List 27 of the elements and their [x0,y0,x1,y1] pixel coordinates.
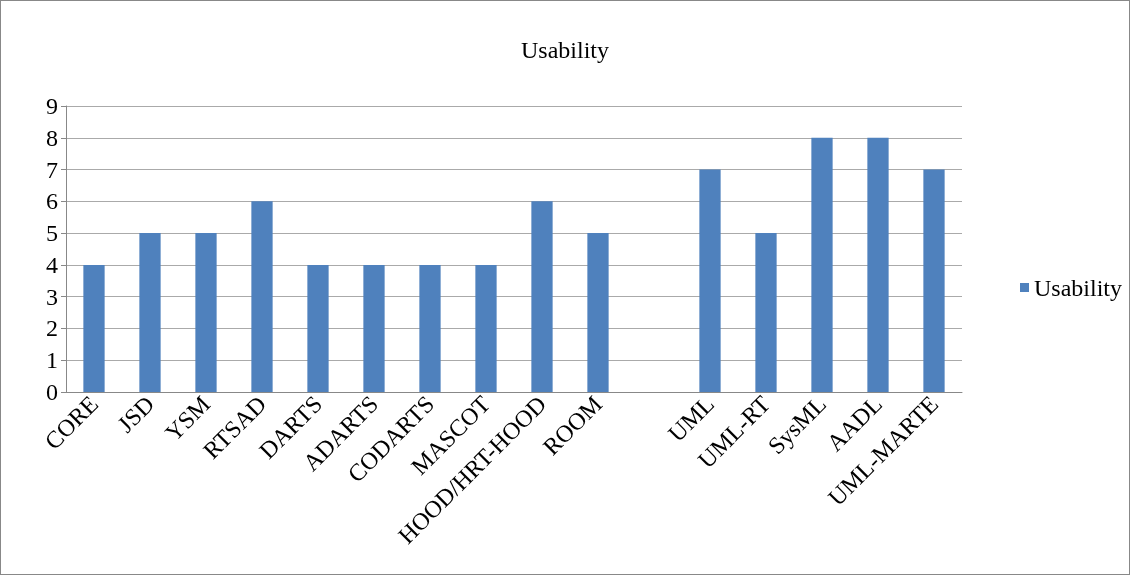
bar [475,264,497,392]
bar [419,264,441,392]
legend-label: Usability [1034,274,1122,301]
bar [867,137,889,392]
bar [307,264,329,392]
chart-title: Usability [521,37,609,63]
bar [755,233,777,392]
y-tick-label: 5 [46,220,58,247]
bar [139,233,161,392]
y-tick-label: 9 [46,93,58,119]
bar [531,201,553,392]
bar [811,137,833,392]
bar [923,169,945,392]
bar [195,233,217,392]
bar [699,169,721,392]
bar [251,201,273,392]
y-tick-label: 2 [46,315,58,342]
x-tick-label: JSD [112,390,160,438]
bar [587,233,609,392]
y-tick-label: 6 [46,188,58,215]
bar [363,264,385,392]
bar [83,264,105,392]
y-tick-label: 7 [46,156,58,183]
y-tick-label: 1 [46,347,58,374]
y-tick-label: 8 [46,124,58,151]
y-tick-label: 4 [46,251,58,278]
y-tick-label: 3 [46,283,58,310]
